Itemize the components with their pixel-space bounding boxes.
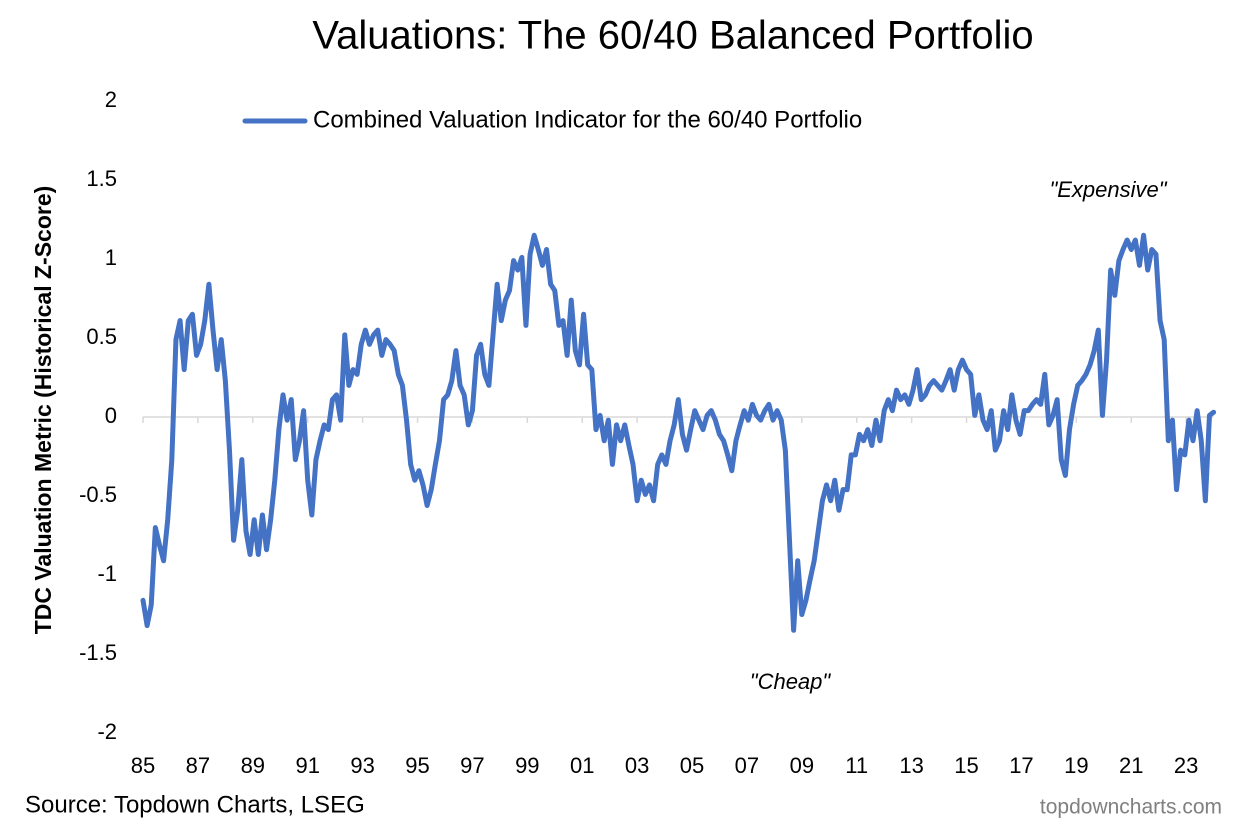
x-tick-label: 19 (1064, 753, 1088, 778)
x-tick-label: 11 (845, 753, 868, 778)
x-tick-label: 93 (350, 753, 374, 778)
x-tick-label: 13 (899, 753, 923, 778)
x-tick-label: 23 (1174, 753, 1198, 778)
y-tick-label: -1 (97, 561, 117, 586)
x-tick-label: 89 (241, 753, 265, 778)
y-tick-label: -2 (97, 719, 117, 744)
y-tick-label: 1.5 (86, 166, 117, 191)
x-tick-label: 07 (735, 753, 759, 778)
data-line (140, 232, 1217, 633)
watermark: topdowncharts.com (1040, 796, 1222, 819)
annotation: "Cheap" (750, 669, 832, 694)
source-note: Source: Topdown Charts, LSEG (25, 791, 365, 818)
x-tick-label: 85 (131, 753, 155, 778)
x-tick-label: 05 (680, 753, 704, 778)
y-tick-label: -1.5 (79, 640, 117, 665)
x-tick-label: 21 (1119, 753, 1143, 778)
annotation: "Expensive" (1049, 177, 1167, 202)
x-tick-label: 17 (1009, 753, 1033, 778)
chart-title: Valuations: The 60/40 Balanced Portfolio (312, 14, 1033, 58)
x-tick-label: 87 (186, 753, 210, 778)
y-axis-label: TDC Valuation Metric (Historical Z-Score… (30, 186, 56, 635)
x-tick-label: 03 (625, 753, 649, 778)
x-tick-label: 99 (515, 753, 539, 778)
y-tick-label: 0.5 (86, 324, 117, 349)
x-tick-label: 95 (405, 753, 429, 778)
x-tick-label: 15 (954, 753, 978, 778)
y-tick-label: 0 (105, 403, 117, 428)
legend-label: Combined Valuation Indicator for the 60/… (313, 106, 862, 133)
y-tick-label: 1 (105, 245, 117, 270)
x-tick-label: 97 (460, 753, 484, 778)
y-tick-label: -0.5 (79, 482, 117, 507)
y-tick-label: 2 (105, 87, 117, 112)
x-tick-label: 09 (790, 753, 814, 778)
x-tick-label: 91 (295, 753, 319, 778)
x-tick-label: 01 (570, 753, 594, 778)
